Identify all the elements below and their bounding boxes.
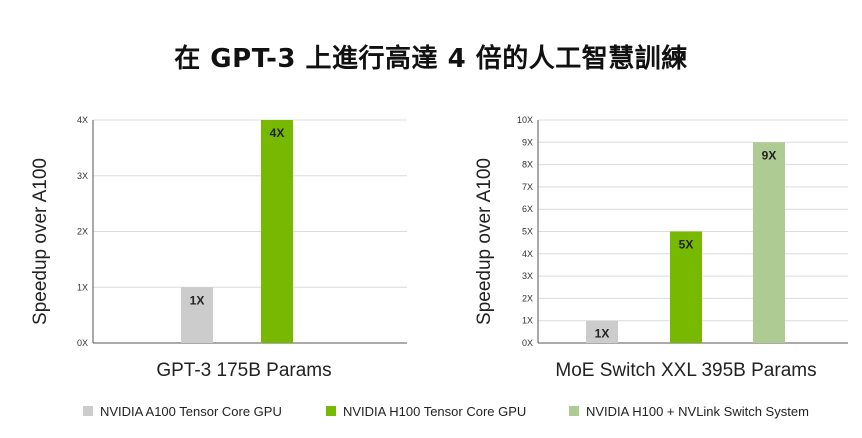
legend-item-h100: NVIDIA H100 Tensor Core GPU <box>326 401 526 421</box>
legend-swatch-a100 <box>83 406 93 416</box>
chart2-y-tick-label: 2X <box>522 293 533 303</box>
legend-label-a100: NVIDIA A100 Tensor Core GPU <box>100 403 282 419</box>
chart2-y-tick-label: 0X <box>522 338 533 348</box>
chart2-y-tick-label: 10X <box>517 115 533 125</box>
chart2-y-tick-label: 9X <box>522 137 533 147</box>
chart2-bar <box>586 320 618 343</box>
chart1-bar <box>261 120 293 343</box>
chart2-y-tick-label: 1X <box>522 316 533 326</box>
chart1-bar-label: 4X <box>270 126 285 140</box>
legend-label-h100-nvlink: NVIDIA H100 + NVLink Switch System <box>586 403 809 419</box>
chart2-bar-label: 9X <box>762 148 777 162</box>
legend-swatch-h100-nvlink <box>569 406 579 416</box>
chart2-y-axis-title: Speedup over A100 <box>474 158 495 325</box>
chart2-y-tick-label: 5X <box>522 227 533 237</box>
chart2-bar <box>753 142 785 343</box>
legend-item-h100-nvlink: NVIDIA H100 + NVLink Switch System <box>569 401 809 421</box>
chart1-y-tick-label: 4X <box>77 115 88 125</box>
legend-swatch-h100 <box>326 406 336 416</box>
chart1-bar-label: 1X <box>190 293 205 307</box>
chart2-y-tick-label: 6X <box>522 204 533 214</box>
chart2-y-tick-label: 3X <box>522 271 533 281</box>
chart2-bar <box>670 231 702 343</box>
chart2-x-axis-title: MoE Switch XXL 395B Params <box>555 360 816 381</box>
chart1-y-axis-title: Speedup over A100 <box>30 158 51 325</box>
chart2-bar-label: 5X <box>679 238 694 252</box>
chart2-y-tick-label: 7X <box>522 182 533 192</box>
chart2-bar-label: 1X <box>595 327 610 341</box>
legend-label-h100: NVIDIA H100 Tensor Core GPU <box>343 403 527 419</box>
chart2-y-tick-label: 8X <box>522 160 533 170</box>
chart1-y-tick-label: 1X <box>77 282 88 292</box>
legend-item-a100: NVIDIA A100 Tensor Core GPU <box>83 401 282 421</box>
chart2-y-tick-label: 4X <box>522 249 533 259</box>
chart1-x-axis-title: GPT-3 175B Params <box>156 360 331 381</box>
chart1-y-tick-label: 3X <box>77 171 88 181</box>
chart1-y-tick-label: 2X <box>77 227 88 237</box>
page-title: 在 GPT-3 上進行高達 4 倍的人工智慧訓練 <box>174 44 688 74</box>
legend: NVIDIA A100 Tensor Core GPU NVIDIA H100 … <box>0 401 862 421</box>
chart1-bar <box>181 287 213 343</box>
chart1-y-tick-label: 0X <box>77 338 88 348</box>
